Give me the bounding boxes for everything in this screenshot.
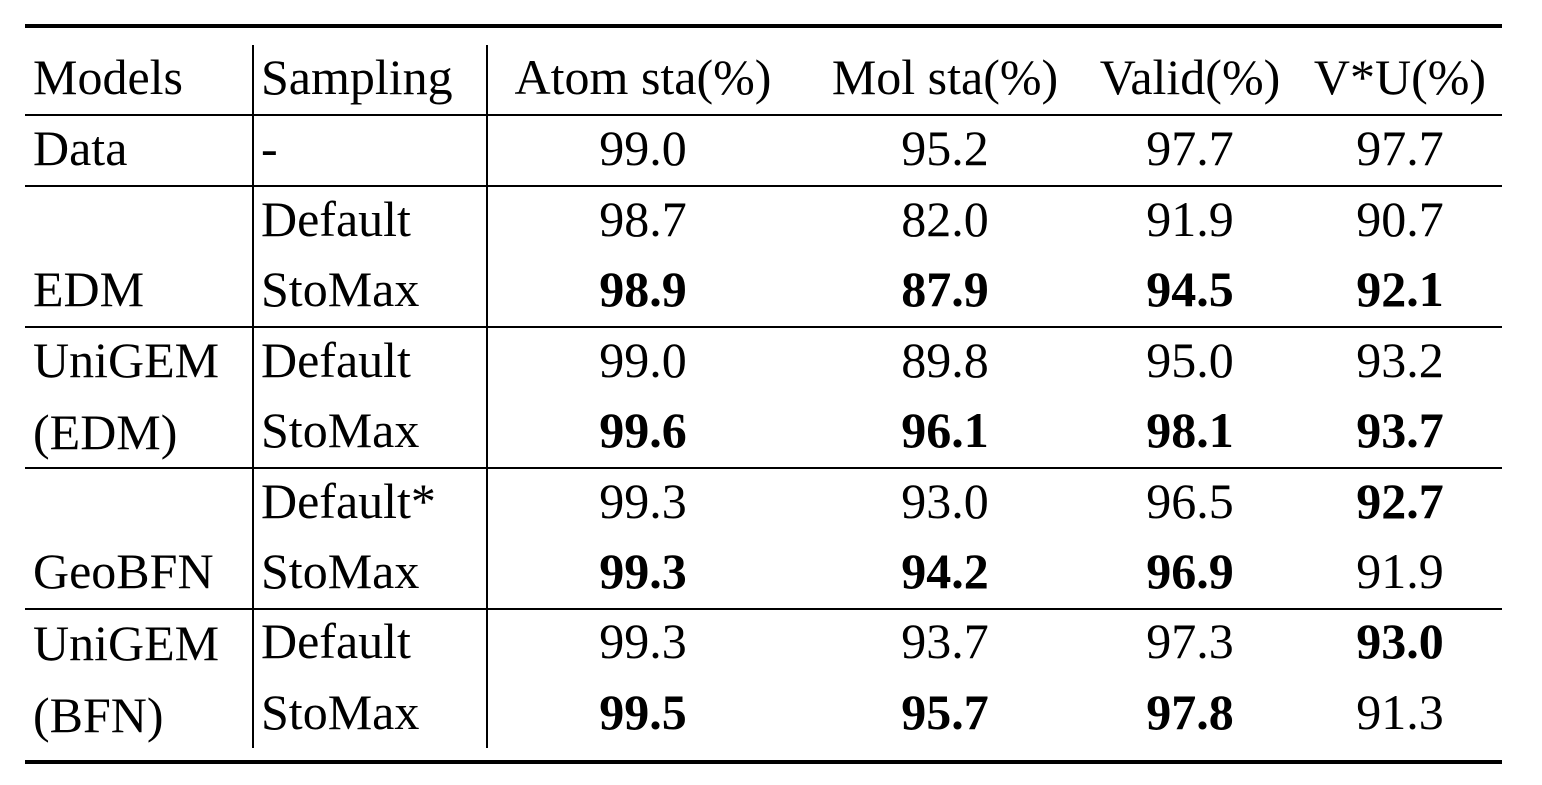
table-cell-atom: 99.3 xyxy=(599,613,687,669)
table-cell-model: (EDM) xyxy=(33,404,178,460)
top-rule xyxy=(25,24,1502,28)
table-cell-vu: 93.0 xyxy=(1356,613,1444,669)
row-rule-geobfn xyxy=(25,608,1502,610)
table-cell-atom: 99.0 xyxy=(599,332,687,388)
table-cell-vu: 91.3 xyxy=(1356,684,1444,740)
header-sampling: Sampling xyxy=(261,49,453,105)
table-cell-atom: 99.3 xyxy=(599,473,687,529)
header-models: Models xyxy=(33,49,183,105)
header-rule xyxy=(25,114,1502,116)
table-cell-atom: 98.9 xyxy=(599,261,687,317)
table-cell-valid: 97.8 xyxy=(1146,684,1234,740)
header-mol-stability: Mol sta(%) xyxy=(831,49,1059,105)
table-cell-model: Data xyxy=(33,120,128,176)
results-table: Models Sampling Atom sta(%) Mol sta(%) V… xyxy=(25,0,1502,785)
row-rule-data xyxy=(25,185,1502,187)
table-cell-mol: 87.9 xyxy=(901,261,989,317)
table-cell-vu: 93.2 xyxy=(1356,332,1444,388)
table-cell-sampling: Default* xyxy=(261,473,436,529)
table-cell-sampling: StoMax xyxy=(261,543,420,599)
table-cell-mol: 96.1 xyxy=(901,402,989,458)
table-cell-valid: 97.7 xyxy=(1146,120,1234,176)
table-cell-vu: 93.7 xyxy=(1356,402,1444,458)
table-cell-valid: 98.1 xyxy=(1146,402,1234,458)
header-atom-stability: Atom sta(%) xyxy=(514,49,772,105)
table-cell-sampling: StoMax xyxy=(261,261,420,317)
table-cell-sampling: Default xyxy=(261,613,411,669)
row-rule-unigem-edm xyxy=(25,467,1502,469)
table-cell-atom: 99.3 xyxy=(599,543,687,599)
header-vu: V*U(%) xyxy=(1313,49,1487,105)
table-cell-mol: 89.8 xyxy=(901,332,989,388)
table-cell-atom: 98.7 xyxy=(599,191,687,247)
table-cell-valid: 96.9 xyxy=(1146,543,1234,599)
table-cell-sampling: StoMax xyxy=(261,684,420,740)
table-cell-model: GeoBFN xyxy=(33,543,214,599)
table-cell-model: (BFN) xyxy=(33,687,164,743)
row-rule-edm xyxy=(25,326,1502,328)
column-rule-models xyxy=(252,45,254,748)
bottom-rule xyxy=(25,760,1502,764)
column-rule-sampling xyxy=(486,45,488,748)
table-cell-mol: 95.2 xyxy=(901,120,989,176)
table-cell-valid: 95.0 xyxy=(1146,332,1234,388)
table-cell-vu: 90.7 xyxy=(1356,191,1444,247)
table-cell-vu: 92.1 xyxy=(1356,261,1444,317)
table-cell-vu: 97.7 xyxy=(1356,120,1444,176)
table-cell-sampling: Default xyxy=(261,332,411,388)
table-cell-model: EDM xyxy=(33,261,145,317)
table-cell-valid: 96.5 xyxy=(1146,473,1234,529)
table-cell-atom: 99.6 xyxy=(599,402,687,458)
header-valid: Valid(%) xyxy=(1099,49,1281,105)
table-cell-mol: 94.2 xyxy=(901,543,989,599)
table-cell-atom: 99.5 xyxy=(599,684,687,740)
table-cell-sampling: Default xyxy=(261,191,411,247)
table-cell-sampling: - xyxy=(261,120,278,176)
table-cell-mol: 82.0 xyxy=(901,191,989,247)
table-cell-model: UniGEM xyxy=(33,332,220,388)
table-cell-mol: 95.7 xyxy=(901,684,989,740)
table-cell-vu: 91.9 xyxy=(1356,543,1444,599)
table-cell-model: UniGEM xyxy=(33,615,220,671)
table-cell-valid: 97.3 xyxy=(1146,613,1234,669)
table-cell-valid: 94.5 xyxy=(1146,261,1234,317)
table-cell-atom: 99.0 xyxy=(599,120,687,176)
table-cell-sampling: StoMax xyxy=(261,402,420,458)
table-cell-valid: 91.9 xyxy=(1146,191,1234,247)
table-cell-vu: 92.7 xyxy=(1356,473,1444,529)
table-cell-mol: 93.0 xyxy=(901,473,989,529)
table-cell-mol: 93.7 xyxy=(901,613,989,669)
